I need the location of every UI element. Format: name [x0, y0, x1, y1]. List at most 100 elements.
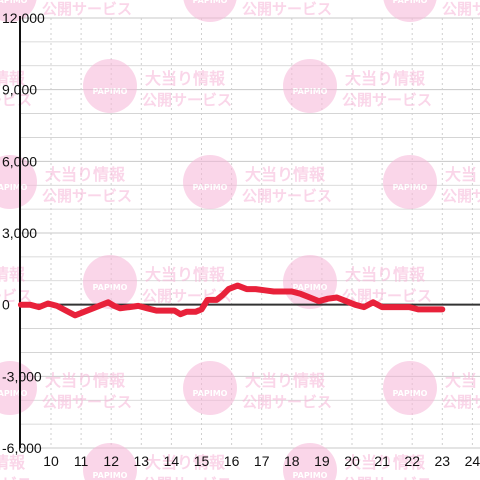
watermark-logo-text: PAPIMO	[393, 183, 428, 192]
x-tick-label: 17	[254, 453, 270, 469]
watermark-logo-text: PAPIMO	[0, 389, 28, 398]
data-point	[236, 284, 239, 287]
watermark-line2: 公開サービス	[142, 91, 232, 109]
x-tick-label: 20	[344, 453, 360, 469]
watermark-logo-icon	[0, 155, 37, 209]
watermark-line1: 大当り情報	[345, 69, 426, 88]
x-tick-label: 18	[284, 453, 300, 469]
data-point	[221, 294, 224, 296]
data-point	[56, 305, 58, 307]
watermark-line1: 大当り情報	[0, 453, 26, 472]
y-tick-label: -6,000	[2, 440, 42, 456]
data-point	[263, 289, 266, 292]
watermark-line1: 大当り情報	[45, 371, 126, 390]
data-point	[426, 308, 429, 311]
watermark-line1: 大当り情報	[45, 165, 126, 184]
watermark-line1: 大当り情報	[345, 265, 426, 284]
data-point	[38, 306, 40, 308]
data-point	[408, 306, 410, 308]
watermark-logo-icon	[183, 0, 237, 22]
watermark-line2: 公開サービス	[0, 475, 32, 480]
watermark-line2: 公開サービス	[0, 91, 32, 109]
y-tick-label: -3,000	[2, 368, 42, 384]
watermark-logo-text: PAPIMO	[193, 183, 228, 192]
series-layer	[17, 282, 446, 319]
data-point	[381, 306, 383, 308]
watermark-line2: 公開サービス	[242, 393, 332, 411]
x-tick-label: 23	[435, 453, 451, 469]
data-point	[47, 302, 49, 305]
watermark-line2: 公開サービス	[342, 287, 432, 305]
data-point	[336, 296, 338, 299]
x-tick-label: 16	[224, 453, 240, 469]
watermark-line2: 公開サービス	[242, 0, 332, 18]
watermark-line1: 大当り情報	[145, 453, 226, 472]
data-point	[318, 300, 320, 302]
data-point	[300, 293, 302, 295]
watermark-logo-icon	[0, 0, 37, 22]
watermark-logo-text: PAPIMO	[293, 283, 328, 292]
data-point	[20, 303, 22, 306]
data-point	[435, 308, 438, 311]
watermark-line2: 公開サービス	[442, 187, 480, 205]
watermark-logo-text: PAPIMO	[393, 0, 428, 5]
watermark-line2: 公開サービス	[42, 0, 132, 18]
watermark-line2: 公開サービス	[42, 187, 132, 205]
watermark-line1: 大当り情報	[145, 265, 226, 284]
data-point	[227, 288, 230, 290]
watermark-logo-icon	[83, 443, 137, 480]
data-point	[254, 288, 257, 290]
watermark-logo-icon	[383, 155, 437, 209]
data-point	[390, 306, 392, 308]
data-point	[272, 290, 275, 293]
data-point	[29, 303, 31, 306]
watermark-line1: 大当り情報	[0, 265, 26, 284]
watermark-logo-icon	[183, 155, 237, 209]
watermark-logo-icon	[283, 59, 337, 113]
watermark-line2: 公開サービス	[142, 475, 232, 480]
watermark-logo-text: PAPIMO	[293, 87, 328, 96]
watermark-logo-text: PAPIMO	[293, 471, 328, 480]
data-point	[155, 309, 158, 312]
watermark-logo-text: PAPIMO	[193, 0, 228, 5]
watermark-line1: 大当り情報	[445, 165, 480, 184]
data-point	[74, 314, 76, 317]
watermark-line1: 大当り情報	[245, 371, 326, 390]
watermark-logo-text: PAPIMO	[393, 389, 428, 398]
watermark-logo-icon	[83, 255, 137, 309]
data-point	[372, 301, 374, 304]
data-point	[185, 311, 188, 313]
data-point	[194, 311, 197, 313]
data-point	[354, 303, 356, 306]
watermark-logo-icon	[383, 0, 437, 22]
watermark-logo-text: PAPIMO	[0, 0, 28, 5]
data-point	[83, 311, 85, 313]
watermark-logo-text: PAPIMO	[193, 389, 228, 398]
watermark-line2: 公開サービス	[342, 475, 432, 480]
x-tick-label: 22	[404, 453, 420, 469]
data-point	[92, 307, 94, 310]
data-point	[107, 301, 109, 304]
watermark-logo-text: PAPIMO	[0, 183, 28, 192]
data-point	[173, 309, 176, 312]
data-point	[363, 306, 365, 308]
y-tick-label: 6,000	[2, 153, 37, 169]
data-point	[113, 305, 116, 307]
data-point	[179, 313, 182, 316]
data-point	[206, 299, 209, 301]
data-point	[119, 307, 122, 310]
data-point	[309, 296, 311, 299]
